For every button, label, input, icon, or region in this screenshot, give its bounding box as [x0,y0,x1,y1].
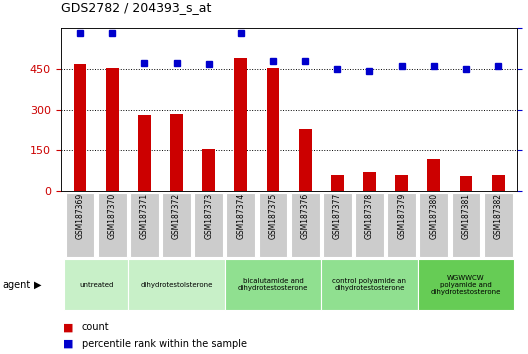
Text: GSM187378: GSM187378 [365,193,374,239]
Bar [299,129,312,191]
Bar [73,64,87,191]
Text: GSM187370: GSM187370 [108,193,117,239]
FancyBboxPatch shape [321,259,418,310]
Bar [395,175,408,191]
FancyBboxPatch shape [64,259,128,310]
Text: WGWWCW
polyamide and
dihydrotestosterone: WGWWCW polyamide and dihydrotestosterone [431,275,501,295]
Text: GSM187380: GSM187380 [429,193,438,239]
FancyBboxPatch shape [355,193,384,257]
Bar [234,58,247,191]
Text: GSM187369: GSM187369 [76,193,84,239]
Text: bicalutamide and
dihydrotestosterone: bicalutamide and dihydrotestosterone [238,279,308,291]
Text: count: count [82,322,109,332]
Text: ▶: ▶ [34,280,42,290]
Text: percentile rank within the sample: percentile rank within the sample [82,339,247,349]
FancyBboxPatch shape [484,193,513,257]
Bar [363,172,376,191]
Bar [170,114,183,191]
Bar [138,115,151,191]
FancyBboxPatch shape [225,259,321,310]
Bar [106,68,119,191]
Text: GSM187381: GSM187381 [461,193,470,239]
FancyBboxPatch shape [291,193,319,257]
Text: GSM187377: GSM187377 [333,193,342,239]
FancyBboxPatch shape [65,193,95,257]
Bar [427,159,440,191]
FancyBboxPatch shape [259,193,287,257]
Bar [267,68,279,191]
Text: GSM187376: GSM187376 [300,193,309,239]
Text: GSM187374: GSM187374 [237,193,246,239]
Bar [459,176,473,191]
Text: control polyamide an
dihydrotestosterone: control polyamide an dihydrotestosterone [333,279,407,291]
FancyBboxPatch shape [227,193,256,257]
Text: GSM187372: GSM187372 [172,193,181,239]
FancyBboxPatch shape [130,193,159,257]
FancyBboxPatch shape [418,259,514,310]
Text: ■: ■ [63,322,74,332]
Text: untreated: untreated [79,282,114,288]
FancyBboxPatch shape [194,193,223,257]
FancyBboxPatch shape [323,193,352,257]
Text: agent: agent [3,280,31,290]
FancyBboxPatch shape [451,193,480,257]
Text: GSM187373: GSM187373 [204,193,213,239]
FancyBboxPatch shape [162,193,191,257]
FancyBboxPatch shape [128,259,225,310]
Text: dihydrotestolsterone: dihydrotestolsterone [140,282,213,288]
Text: GDS2782 / 204393_s_at: GDS2782 / 204393_s_at [61,1,211,14]
Text: GSM187371: GSM187371 [140,193,149,239]
FancyBboxPatch shape [387,193,416,257]
FancyBboxPatch shape [98,193,127,257]
Bar [202,149,215,191]
Bar [492,175,505,191]
Text: GSM187382: GSM187382 [494,193,503,239]
Bar [331,175,344,191]
Text: GSM187379: GSM187379 [397,193,406,239]
FancyBboxPatch shape [419,193,448,257]
Text: GSM187375: GSM187375 [269,193,278,239]
Text: ■: ■ [63,339,74,349]
